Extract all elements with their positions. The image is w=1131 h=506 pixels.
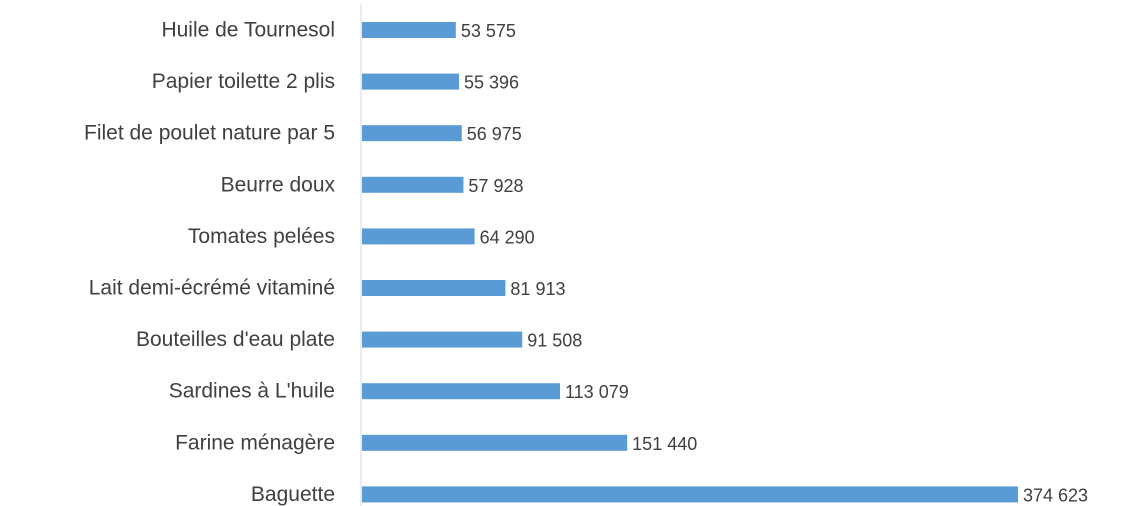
bar bbox=[362, 331, 523, 348]
data-labels: 53 575 55 396 56 975 57 928 64 290 81 913 91 5… bbox=[461, 21, 1088, 505]
bar bbox=[362, 22, 456, 38]
bars bbox=[362, 22, 1018, 503]
bar bbox=[362, 125, 462, 142]
category-label: Huile de Tournesol bbox=[161, 19, 335, 42]
data-label: 53 575 bbox=[461, 21, 516, 41]
data-label: 56 975 bbox=[467, 124, 522, 144]
bar bbox=[362, 73, 460, 90]
data-label: 374 623 bbox=[1023, 485, 1088, 505]
category-label: Sardines à L'huile bbox=[169, 380, 335, 403]
data-label: 81 913 bbox=[510, 279, 565, 299]
category-label: Bouteilles d'eau plate bbox=[136, 328, 335, 351]
bar bbox=[362, 280, 506, 296]
data-label: 64 290 bbox=[480, 227, 535, 247]
category-label: Baguette bbox=[251, 483, 335, 506]
category-label: Farine ménagère bbox=[175, 431, 335, 454]
category-label: Papier toilette 2 plis bbox=[152, 70, 335, 93]
category-label: Filet de poulet nature par 5 bbox=[84, 122, 335, 145]
data-label: 91 508 bbox=[527, 331, 582, 351]
bar bbox=[362, 486, 1018, 503]
data-label: 57 928 bbox=[468, 176, 523, 196]
category-labels: Huile de Tournesol Papier toilette 2 plis… bbox=[84, 19, 335, 506]
category-label: Beurre doux bbox=[221, 173, 336, 196]
bar bbox=[362, 383, 561, 400]
bar bbox=[362, 434, 628, 451]
bar bbox=[362, 176, 464, 193]
data-label: 113 079 bbox=[565, 382, 629, 402]
category-label: Lait demi-écrémé vitaminé bbox=[89, 277, 335, 300]
data-label: 151 440 bbox=[632, 434, 697, 454]
category-label: Tomates pelées bbox=[188, 225, 335, 248]
data-label: 55 396 bbox=[464, 73, 519, 93]
bar bbox=[362, 228, 475, 245]
